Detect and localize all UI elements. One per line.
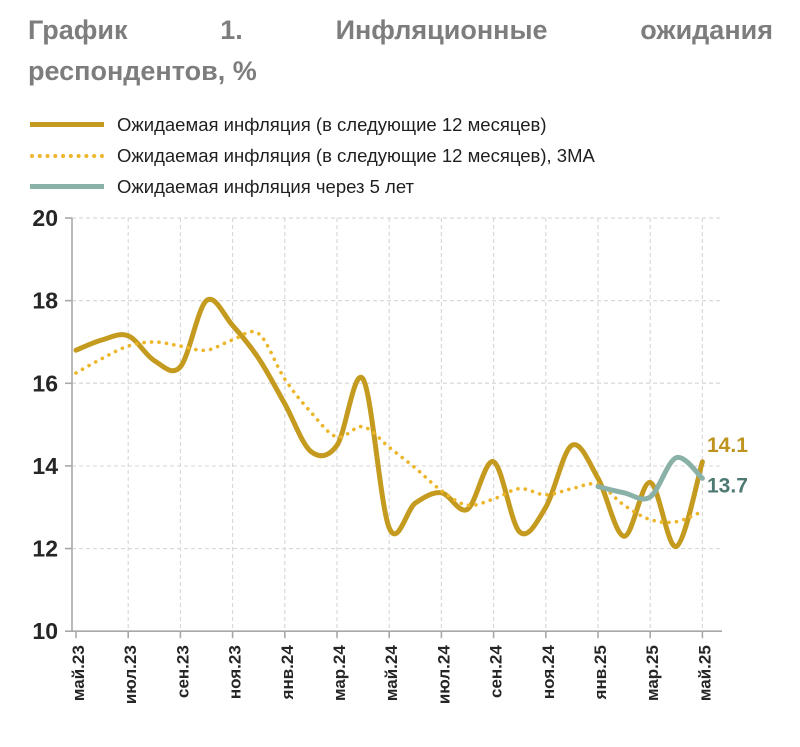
chart-title: График 1. Инфляционные ожидания респонде…: [28, 10, 773, 92]
x-axis-label: июл.23: [121, 645, 140, 704]
gold-solid-line-swatch: [30, 122, 104, 127]
y-axis-label: 18: [32, 288, 58, 314]
y-axis-label: 12: [32, 536, 58, 562]
x-axis-label: сен.24: [487, 645, 506, 698]
x-axis-label: мар.24: [330, 645, 349, 701]
x-axis-label: янв.25: [591, 645, 610, 700]
chart-title-line2: респондентов, %: [28, 56, 257, 86]
annotation-expected-12m-value: 14.1: [707, 434, 748, 457]
y-axis-label: 20: [32, 205, 58, 231]
legend: Ожидаемая инфляция (в следующие 12 месяц…: [30, 109, 750, 202]
legend-item-expected-12m-3ma: Ожидаемая инфляция (в следующие 12 месяц…: [30, 140, 750, 171]
teal-solid-line-swatch: [30, 184, 104, 189]
chart-title-line1: График 1. Инфляционные ожидания: [28, 15, 773, 45]
x-axis-label: май.23: [69, 645, 88, 701]
annotation-expected-5y-value: 13.7: [707, 474, 748, 497]
y-axis-label: 16: [32, 370, 58, 396]
legend-label-expected-5y: Ожидаемая инфляция через 5 лет: [117, 175, 414, 197]
x-axis-label: ноя.23: [226, 645, 245, 699]
x-axis-label: ноя.24: [539, 645, 558, 700]
x-axis-label: сен.23: [173, 645, 192, 698]
x-axis-label: мар.25: [643, 645, 662, 701]
series-expected-5y-line: [595, 455, 705, 502]
x-axis-label: июл.24: [434, 645, 453, 705]
x-axis-label: янв.24: [278, 645, 297, 701]
y-axis-label: 14: [32, 453, 58, 479]
x-axis-label: май.24: [382, 645, 401, 701]
x-axis-label: май.25: [695, 645, 714, 701]
y-axis-label: 10: [32, 618, 58, 644]
series-expected-12m-line: [73, 296, 705, 550]
legend-item-expected-12m: Ожидаемая инфляция (в следующие 12 месяц…: [30, 109, 750, 140]
yellow-dotted-line-swatch: [30, 153, 104, 158]
legend-label-expected-12m-3ma: Ожидаемая инфляция (в следующие 12 месяц…: [117, 144, 595, 166]
legend-label-expected-12m: Ожидаемая инфляция (в следующие 12 месяц…: [117, 113, 547, 135]
legend-item-expected-5y: Ожидаемая инфляция через 5 лет: [30, 171, 750, 202]
